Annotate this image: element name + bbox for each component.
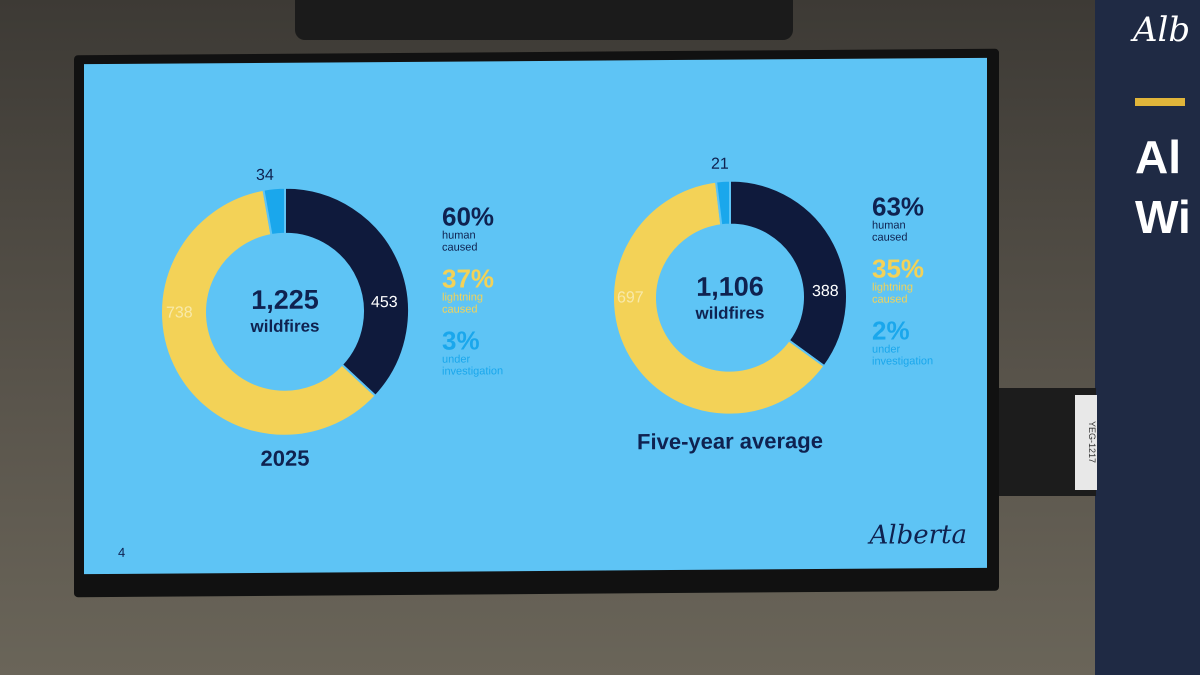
banner-text-1: Al [1135, 131, 1181, 183]
chart1-desc-lightning: lightning caused [442, 291, 483, 316]
chart2-segment-investigation [714, 179, 731, 227]
chart1-desc-human: human caused [442, 229, 478, 254]
donut-charts [160, 179, 848, 437]
chart2-pct-human: 63% [872, 191, 925, 222]
chart1-label-investigation: 34 [256, 166, 274, 184]
chart1-segment-investigation [262, 186, 286, 237]
chart2-legend: 63% human caused 35% lightning caused 2%… [872, 191, 942, 379]
conference-camera [295, 0, 793, 40]
chart2-center-label: wildfires [695, 303, 765, 323]
chart2-label-lightning: 388 [812, 282, 839, 301]
chart1-desc-investigation: under investigation [442, 353, 504, 378]
chart1-center-value: 1,225 [251, 284, 319, 315]
tv-monitor: 1,225 wildfires 738 453 34 2025 60% huma… [74, 48, 999, 598]
chart1-title: 2025 [260, 445, 310, 471]
alberta-logo: Alberta [869, 519, 968, 551]
chart1-label-human: 738 [166, 304, 193, 322]
banner-text-2: Wi [1135, 191, 1191, 243]
banner-logo: Alb [1133, 10, 1191, 50]
chart1-pct-investigation: 3% [442, 325, 480, 356]
banner: Alb Al Wi [1095, 0, 1200, 675]
chart2-segment-lightning [729, 179, 848, 368]
chart1-legend: 60% human caused 37% lightning caused 3%… [442, 201, 512, 389]
chart1-center-label: wildfires [250, 316, 320, 336]
chart2-desc-human: human caused [872, 219, 908, 244]
chart1-pct-lightning: 37% [442, 263, 495, 294]
slide: 1,225 wildfires 738 453 34 2025 60% huma… [84, 57, 987, 575]
chart2-pct-investigation: 2% [872, 315, 910, 346]
page-number: 4 [118, 544, 126, 560]
chart2-label-human: 697 [617, 289, 644, 307]
chart2-label-investigation: 21 [711, 155, 729, 173]
chart2-pct-lightning: 35% [872, 253, 925, 284]
banner-accent-bar [1135, 98, 1185, 106]
chart1-label-lightning: 453 [371, 293, 398, 312]
chart2-desc-investigation: under investigation [872, 343, 934, 368]
chart1-segment-human [160, 188, 377, 437]
chart2-desc-lightning: lightning caused [872, 281, 913, 306]
chart2-segment-human [612, 180, 826, 416]
chart1-pct-human: 60% [442, 201, 495, 232]
chart2-center-value: 1,106 [696, 271, 764, 302]
chart2-title: Five-year average [637, 428, 823, 455]
device-label: YEG-1217 [1075, 395, 1097, 490]
chart1-segment-lightning [284, 186, 410, 398]
